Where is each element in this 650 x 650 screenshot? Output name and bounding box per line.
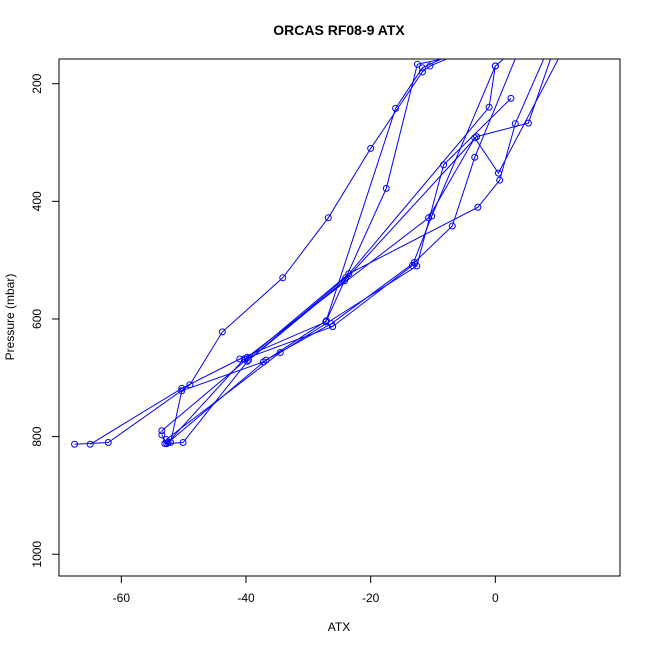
series-line bbox=[161, 59, 545, 432]
series-5 bbox=[167, 59, 445, 446]
data-point bbox=[71, 440, 79, 448]
data-point bbox=[162, 436, 170, 444]
series-line bbox=[170, 59, 445, 443]
data-point bbox=[367, 144, 375, 152]
data-point bbox=[418, 64, 426, 72]
series-line bbox=[89, 59, 443, 445]
data-point bbox=[382, 184, 390, 192]
data-point bbox=[471, 153, 479, 161]
data-point bbox=[243, 357, 251, 365]
data-point bbox=[425, 214, 433, 222]
data-point bbox=[392, 104, 400, 112]
x-axis: -60 -40 -20 0 bbox=[113, 575, 499, 605]
data-point bbox=[86, 440, 94, 448]
data-point bbox=[494, 169, 502, 177]
series-line bbox=[246, 59, 559, 358]
x-tick-label: -60 bbox=[113, 591, 131, 605]
y-tick-label: 1000 bbox=[30, 541, 44, 568]
series-8 bbox=[158, 59, 545, 435]
series-7 bbox=[162, 94, 515, 444]
data-point bbox=[236, 355, 244, 363]
data-point bbox=[158, 427, 166, 435]
x-tick-label: 0 bbox=[492, 591, 499, 605]
data-point bbox=[279, 274, 287, 282]
series-line bbox=[167, 59, 516, 443]
data-point bbox=[243, 353, 251, 361]
data-point bbox=[491, 62, 499, 70]
data-point bbox=[324, 214, 332, 222]
data-point bbox=[104, 438, 112, 446]
data-point bbox=[413, 60, 421, 68]
x-tick-label: -40 bbox=[237, 591, 255, 605]
data-point bbox=[474, 203, 482, 211]
data-point bbox=[524, 119, 532, 127]
data-point bbox=[276, 348, 284, 356]
series-9 bbox=[243, 59, 559, 361]
data-point bbox=[448, 222, 456, 230]
data-point bbox=[413, 262, 421, 270]
series-layer bbox=[71, 59, 559, 448]
chart-title: ORCAS RF08-9 ATX bbox=[273, 22, 405, 38]
data-point bbox=[485, 103, 493, 111]
y-tick-label: 800 bbox=[30, 426, 44, 446]
data-point bbox=[179, 438, 187, 446]
y-axis-title: Pressure (mbar) bbox=[3, 274, 17, 361]
y-axis: 200 400 600 800 1000 bbox=[30, 73, 60, 568]
data-point bbox=[218, 328, 226, 336]
y-tick-label: 600 bbox=[30, 309, 44, 329]
x-tick-label: -20 bbox=[362, 591, 380, 605]
series-line bbox=[246, 59, 552, 362]
data-point bbox=[158, 431, 166, 439]
data-point bbox=[340, 277, 348, 285]
data-point bbox=[440, 161, 448, 169]
y-tick-label: 400 bbox=[30, 191, 44, 211]
series-10 bbox=[243, 59, 552, 365]
x-axis-title: ATX bbox=[328, 620, 350, 634]
data-point bbox=[471, 134, 479, 142]
series-line bbox=[74, 59, 449, 445]
data-point bbox=[507, 94, 515, 102]
series-line bbox=[165, 98, 512, 440]
data-point bbox=[178, 387, 186, 395]
data-point bbox=[473, 133, 481, 141]
data-point bbox=[496, 176, 504, 184]
y-tick-label: 200 bbox=[30, 73, 44, 93]
